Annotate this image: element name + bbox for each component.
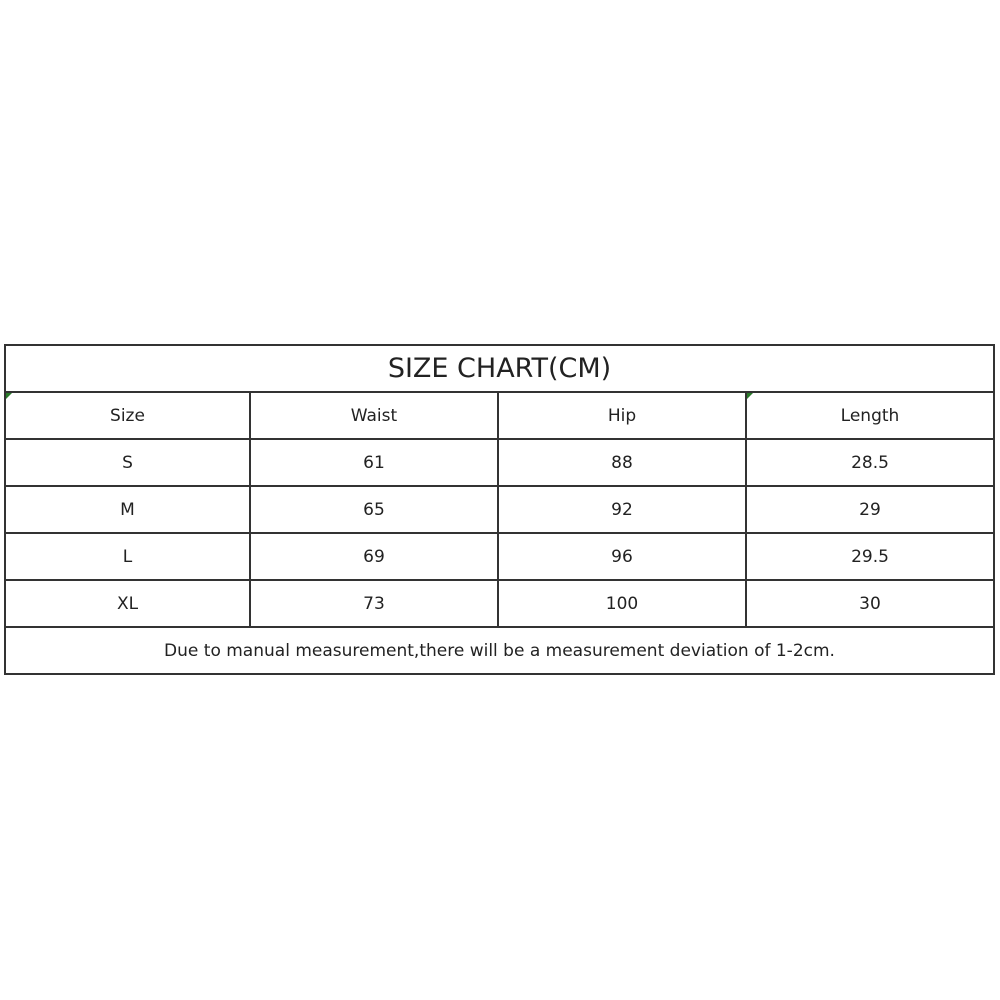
header-cell: Length — [745, 391, 995, 440]
cell: XL — [4, 579, 251, 628]
corner-mark-icon — [747, 393, 753, 399]
cell: 96 — [497, 532, 747, 581]
cell: 65 — [249, 485, 499, 534]
title-row: SIZE CHART(CM) — [4, 344, 995, 393]
header-cell: Size — [4, 391, 251, 440]
table-row: M 65 92 29 — [4, 485, 995, 534]
corner-mark-icon — [6, 393, 12, 399]
size-chart-table: SIZE CHART(CM) Size Waist Hip Length S 6… — [4, 344, 995, 675]
table-title: SIZE CHART(CM) — [4, 344, 995, 393]
cell: M — [4, 485, 251, 534]
table-row: L 69 96 29.5 — [4, 532, 995, 581]
header-row: Size Waist Hip Length — [4, 391, 995, 440]
header-label: Size — [110, 405, 145, 426]
header-cell: Hip — [497, 391, 747, 440]
cell: 69 — [249, 532, 499, 581]
cell: 30 — [745, 579, 995, 628]
cell: 29.5 — [745, 532, 995, 581]
cell: 92 — [497, 485, 747, 534]
header-cell: Waist — [249, 391, 499, 440]
cell: 73 — [249, 579, 499, 628]
header-label: Length — [840, 405, 900, 426]
cell: 88 — [497, 438, 747, 487]
table-row: S 61 88 28.5 — [4, 438, 995, 487]
cell: L — [4, 532, 251, 581]
cell: 28.5 — [745, 438, 995, 487]
note-row: Due to manual measurement,there will be … — [4, 626, 995, 675]
cell: 61 — [249, 438, 499, 487]
cell: S — [4, 438, 251, 487]
cell: 29 — [745, 485, 995, 534]
measurement-note: Due to manual measurement,there will be … — [4, 626, 995, 675]
cell: 100 — [497, 579, 747, 628]
table-row: XL 73 100 30 — [4, 579, 995, 628]
